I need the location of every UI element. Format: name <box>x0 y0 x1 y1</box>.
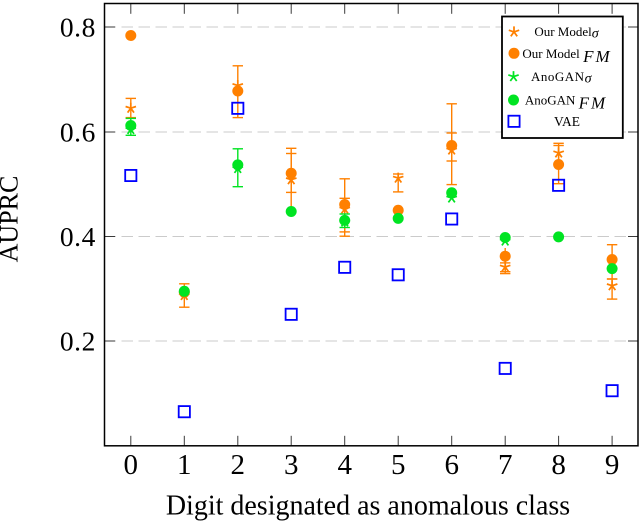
svg-text:5: 5 <box>391 449 406 481</box>
svg-text:9: 9 <box>605 449 620 481</box>
svg-text:3: 3 <box>284 449 299 481</box>
svg-text:AUPRC: AUPRC <box>0 176 24 263</box>
svg-text:0.4: 0.4 <box>60 221 96 252</box>
svg-text:Digit designated as anomalous: Digit designated as anomalous class <box>166 491 570 521</box>
svg-text:0: 0 <box>124 449 139 481</box>
svg-text:0.2: 0.2 <box>60 326 96 357</box>
svg-text:6: 6 <box>444 449 459 481</box>
svg-text:7: 7 <box>498 449 513 481</box>
svg-text:4: 4 <box>337 449 352 481</box>
svg-text:AnoGANσ: AnoGANσ <box>531 69 593 87</box>
svg-text:0.8: 0.8 <box>60 12 96 43</box>
svg-text:2: 2 <box>231 449 246 481</box>
svg-text:0.6: 0.6 <box>60 117 96 148</box>
svg-text:1: 1 <box>177 449 192 481</box>
svg-text:8: 8 <box>551 449 566 481</box>
svg-text:Our Modelσ: Our Modelσ <box>534 24 599 42</box>
svg-text:VAE: VAE <box>554 114 580 129</box>
